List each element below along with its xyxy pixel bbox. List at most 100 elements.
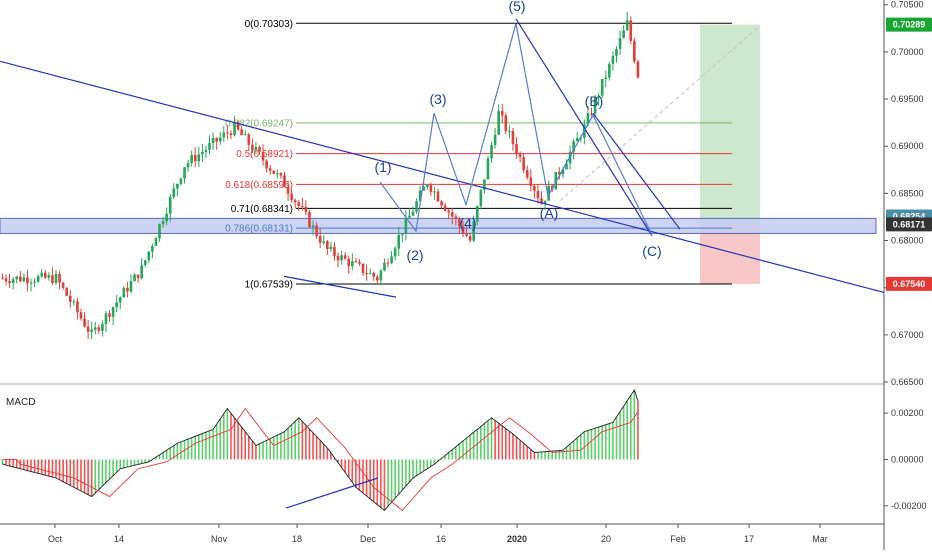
candle-body [201, 152, 204, 155]
candle-body [440, 201, 443, 206]
candle-body [197, 154, 201, 162]
candle-body [136, 274, 140, 279]
candle-body [411, 211, 415, 216]
macd-histogram [1, 390, 639, 511]
price-tick-label: 0.69500 [891, 94, 924, 104]
wave-label: (2) [406, 247, 423, 263]
candle-body [336, 255, 340, 261]
candle-body [547, 186, 550, 201]
candle-body [218, 137, 222, 142]
candle-body [425, 184, 429, 187]
time-axis[interactable]: Oct 14 Nov 18 Dec 16 2020 20 Feb 17 Mar [0, 523, 884, 544]
support-band [0, 217, 877, 234]
candle-body [126, 287, 129, 292]
candle-body [233, 121, 236, 136]
candle-body [68, 295, 72, 302]
candle-body [190, 155, 193, 164]
candle-body [558, 171, 561, 175]
candle-body [90, 329, 93, 332]
candle-body [622, 30, 625, 39]
candle-body [26, 277, 29, 284]
candle-body [1, 278, 4, 280]
candle-body [429, 184, 433, 192]
candle-body [133, 274, 136, 282]
price-badge-label: 0.70289 [893, 20, 926, 30]
macd-title: MACD [6, 397, 35, 408]
main-price-pane: 0(0.70303) 0.382(0.69247) 0.5(0.68921) 0.61… [0, 0, 885, 385]
candle-body [354, 261, 358, 263]
candle-body [22, 277, 26, 282]
candle-body [486, 158, 490, 180]
candle-body [593, 98, 597, 114]
candle-body [154, 238, 158, 246]
candle-body [322, 241, 326, 243]
candle-body [254, 146, 258, 151]
candle-body [168, 196, 172, 214]
candle-body [625, 20, 629, 31]
candle-body [54, 273, 58, 284]
candle-body [611, 55, 615, 64]
candle-body [215, 137, 218, 142]
candle-body [261, 151, 265, 161]
candle-body [372, 272, 376, 277]
time-tick-label: 16 [436, 534, 446, 544]
candles [1, 11, 640, 340]
candle-body [615, 48, 618, 56]
candle-body [122, 287, 126, 298]
candle-body [172, 188, 176, 197]
macd-pane: MACD [1, 388, 639, 512]
wave-label: (1) [374, 159, 391, 175]
wave-c-trendline [515, 18, 653, 237]
candle-body [208, 142, 211, 150]
candle-body [408, 215, 411, 218]
candle-body [365, 273, 368, 275]
candle-body [554, 171, 558, 190]
candle-body [251, 144, 254, 151]
candle-body [58, 273, 61, 283]
candle-body [465, 233, 468, 237]
macd-tick-label: 0.00000 [891, 454, 924, 464]
candle-body [329, 246, 333, 249]
price-tick-label: 0.67000 [891, 330, 924, 340]
candle-body [165, 213, 168, 222]
time-tick-label: Dec [360, 534, 377, 544]
candle-body [79, 312, 83, 319]
candle-body [311, 225, 315, 228]
main-downtrend-line [0, 60, 885, 293]
candle-body [343, 255, 347, 259]
wave-label: (B) [585, 93, 604, 109]
candle-body [443, 205, 447, 211]
candle-body [272, 170, 276, 174]
candle-body [183, 167, 186, 179]
candle-body [600, 79, 604, 96]
price-tick-label: 0.70000 [891, 47, 924, 57]
candle-body [43, 272, 47, 278]
candle-body [333, 246, 336, 256]
candle-body [454, 216, 458, 220]
candle-body [279, 173, 283, 176]
candle-body [618, 38, 622, 49]
candle-body [436, 191, 440, 202]
candle-body [36, 276, 40, 282]
time-tick-label: Feb [670, 534, 686, 544]
candle-body [326, 241, 329, 249]
candle-body [493, 134, 497, 146]
wave-label: (A) [540, 205, 559, 221]
price-badge [886, 276, 932, 291]
price-axis[interactable]: 0.70500 0.70000 0.69500 0.69000 0.68500 0.680… [883, 0, 932, 550]
candle-body [65, 287, 69, 296]
candle-body [158, 224, 161, 239]
candle-body [304, 207, 308, 212]
candle-body [358, 262, 361, 264]
time-tick-label: 2020 [507, 534, 527, 544]
price-badge-label: 0.68171 [893, 219, 926, 229]
candle-body [176, 183, 179, 189]
candle-body [586, 113, 590, 125]
projection-line [559, 25, 761, 202]
candle-body [129, 281, 133, 292]
candle-body [140, 265, 143, 279]
candle-body [536, 190, 540, 199]
time-tick-label: Mar [812, 534, 828, 544]
